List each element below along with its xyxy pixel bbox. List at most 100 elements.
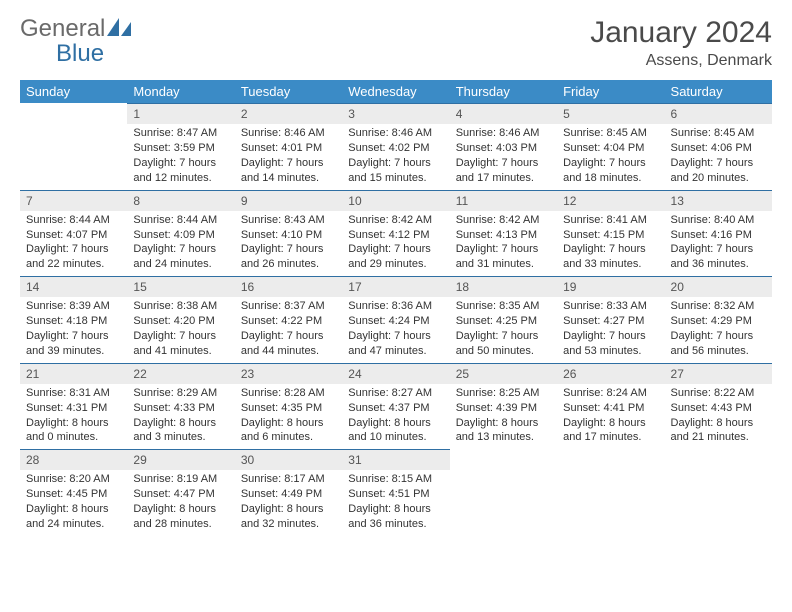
day-content: Sunrise: 8:15 AMSunset: 4:51 PMDaylight:… <box>342 470 449 535</box>
brand-sail-icon <box>107 16 131 41</box>
day-content: Sunrise: 8:42 AMSunset: 4:13 PMDaylight:… <box>450 211 557 276</box>
calendar-header-row: SundayMondayTuesdayWednesdayThursdayFrid… <box>20 80 772 103</box>
day-content: Sunrise: 8:40 AMSunset: 4:16 PMDaylight:… <box>665 211 772 276</box>
day-content: Sunrise: 8:20 AMSunset: 4:45 PMDaylight:… <box>20 470 127 535</box>
day-number: 15 <box>127 276 234 297</box>
day-content: Sunrise: 8:46 AMSunset: 4:03 PMDaylight:… <box>450 124 557 189</box>
day-content: Sunrise: 8:37 AMSunset: 4:22 PMDaylight:… <box>235 297 342 362</box>
calendar-cell: 1Sunrise: 8:47 AMSunset: 3:59 PMDaylight… <box>127 103 234 190</box>
day-number: 20 <box>665 276 772 297</box>
day-content: Sunrise: 8:29 AMSunset: 4:33 PMDaylight:… <box>127 384 234 449</box>
day-number: 2 <box>235 103 342 124</box>
day-number: 22 <box>127 363 234 384</box>
day-content: Sunrise: 8:44 AMSunset: 4:09 PMDaylight:… <box>127 211 234 276</box>
calendar-cell: 9Sunrise: 8:43 AMSunset: 4:10 PMDaylight… <box>235 190 342 277</box>
calendar-cell: 31Sunrise: 8:15 AMSunset: 4:51 PMDayligh… <box>342 449 449 536</box>
day-number: 11 <box>450 190 557 211</box>
day-content: Sunrise: 8:46 AMSunset: 4:01 PMDaylight:… <box>235 124 342 189</box>
calendar-cell: 22Sunrise: 8:29 AMSunset: 4:33 PMDayligh… <box>127 363 234 450</box>
weekday-header: Sunday <box>20 80 127 103</box>
day-number: 18 <box>450 276 557 297</box>
day-content: Sunrise: 8:28 AMSunset: 4:35 PMDaylight:… <box>235 384 342 449</box>
weekday-header: Friday <box>557 80 664 103</box>
calendar-cell: 2Sunrise: 8:46 AMSunset: 4:01 PMDaylight… <box>235 103 342 190</box>
day-content: Sunrise: 8:43 AMSunset: 4:10 PMDaylight:… <box>235 211 342 276</box>
day-number: 31 <box>342 449 449 470</box>
day-number: 8 <box>127 190 234 211</box>
day-content: Sunrise: 8:39 AMSunset: 4:18 PMDaylight:… <box>20 297 127 362</box>
day-number: 7 <box>20 190 127 211</box>
day-content: Sunrise: 8:47 AMSunset: 3:59 PMDaylight:… <box>127 124 234 189</box>
day-content: Sunrise: 8:42 AMSunset: 4:12 PMDaylight:… <box>342 211 449 276</box>
calendar-cell: 18Sunrise: 8:35 AMSunset: 4:25 PMDayligh… <box>450 276 557 363</box>
day-content: Sunrise: 8:36 AMSunset: 4:24 PMDaylight:… <box>342 297 449 362</box>
day-content: Sunrise: 8:44 AMSunset: 4:07 PMDaylight:… <box>20 211 127 276</box>
calendar-cell: 10Sunrise: 8:42 AMSunset: 4:12 PMDayligh… <box>342 190 449 277</box>
weekday-header: Tuesday <box>235 80 342 103</box>
calendar-cell: 20Sunrise: 8:32 AMSunset: 4:29 PMDayligh… <box>665 276 772 363</box>
day-number: 24 <box>342 363 449 384</box>
day-content: Sunrise: 8:17 AMSunset: 4:49 PMDaylight:… <box>235 470 342 535</box>
day-number: 26 <box>557 363 664 384</box>
day-content: Sunrise: 8:38 AMSunset: 4:20 PMDaylight:… <box>127 297 234 362</box>
day-content: Sunrise: 8:27 AMSunset: 4:37 PMDaylight:… <box>342 384 449 449</box>
page-header: GeneralBlue January 2024 Assens, Denmark <box>20 16 772 70</box>
day-number: 5 <box>557 103 664 124</box>
day-number: 16 <box>235 276 342 297</box>
calendar-cell: 26Sunrise: 8:24 AMSunset: 4:41 PMDayligh… <box>557 363 664 450</box>
month-title: January 2024 <box>590 16 772 50</box>
calendar-cell: 24Sunrise: 8:27 AMSunset: 4:37 PMDayligh… <box>342 363 449 450</box>
calendar-cell: 14Sunrise: 8:39 AMSunset: 4:18 PMDayligh… <box>20 276 127 363</box>
weekday-header: Wednesday <box>342 80 449 103</box>
calendar-cell: 11Sunrise: 8:42 AMSunset: 4:13 PMDayligh… <box>450 190 557 277</box>
calendar-body: .1Sunrise: 8:47 AMSunset: 3:59 PMDayligh… <box>20 103 772 536</box>
brand-logo: GeneralBlue <box>20 16 131 66</box>
day-content: Sunrise: 8:22 AMSunset: 4:43 PMDaylight:… <box>665 384 772 449</box>
day-number: 28 <box>20 449 127 470</box>
calendar-cell-empty <box>450 449 557 536</box>
day-number: 23 <box>235 363 342 384</box>
calendar-cell: 4Sunrise: 8:46 AMSunset: 4:03 PMDaylight… <box>450 103 557 190</box>
day-content: Sunrise: 8:41 AMSunset: 4:15 PMDaylight:… <box>557 211 664 276</box>
day-number: 4 <box>450 103 557 124</box>
day-number: 21 <box>20 363 127 384</box>
calendar-cell: 12Sunrise: 8:41 AMSunset: 4:15 PMDayligh… <box>557 190 664 277</box>
day-content: Sunrise: 8:33 AMSunset: 4:27 PMDaylight:… <box>557 297 664 362</box>
day-number: 27 <box>665 363 772 384</box>
calendar-cell-empty <box>557 449 664 536</box>
calendar-cell: 15Sunrise: 8:38 AMSunset: 4:20 PMDayligh… <box>127 276 234 363</box>
day-content: Sunrise: 8:45 AMSunset: 4:04 PMDaylight:… <box>557 124 664 189</box>
calendar-cell: 6Sunrise: 8:45 AMSunset: 4:06 PMDaylight… <box>665 103 772 190</box>
day-content: Sunrise: 8:31 AMSunset: 4:31 PMDaylight:… <box>20 384 127 449</box>
calendar-cell: 25Sunrise: 8:25 AMSunset: 4:39 PMDayligh… <box>450 363 557 450</box>
weekday-header: Thursday <box>450 80 557 103</box>
day-content: Sunrise: 8:45 AMSunset: 4:06 PMDaylight:… <box>665 124 772 189</box>
title-block: January 2024 Assens, Denmark <box>590 16 772 70</box>
calendar-cell-empty <box>665 449 772 536</box>
calendar-cell: 21Sunrise: 8:31 AMSunset: 4:31 PMDayligh… <box>20 363 127 450</box>
day-number: 17 <box>342 276 449 297</box>
calendar-cell: 13Sunrise: 8:40 AMSunset: 4:16 PMDayligh… <box>665 190 772 277</box>
day-content: Sunrise: 8:32 AMSunset: 4:29 PMDaylight:… <box>665 297 772 362</box>
day-content: Sunrise: 8:25 AMSunset: 4:39 PMDaylight:… <box>450 384 557 449</box>
day-number: 12 <box>557 190 664 211</box>
calendar-cell-empty: . <box>20 103 127 190</box>
calendar-cell: 23Sunrise: 8:28 AMSunset: 4:35 PMDayligh… <box>235 363 342 450</box>
calendar-cell: 27Sunrise: 8:22 AMSunset: 4:43 PMDayligh… <box>665 363 772 450</box>
weekday-header: Saturday <box>665 80 772 103</box>
day-number: 13 <box>665 190 772 211</box>
calendar-cell: 5Sunrise: 8:45 AMSunset: 4:04 PMDaylight… <box>557 103 664 190</box>
calendar-cell: 3Sunrise: 8:46 AMSunset: 4:02 PMDaylight… <box>342 103 449 190</box>
day-number: 30 <box>235 449 342 470</box>
calendar-cell: 29Sunrise: 8:19 AMSunset: 4:47 PMDayligh… <box>127 449 234 536</box>
calendar-cell: 7Sunrise: 8:44 AMSunset: 4:07 PMDaylight… <box>20 190 127 277</box>
calendar-cell: 19Sunrise: 8:33 AMSunset: 4:27 PMDayligh… <box>557 276 664 363</box>
day-number: 25 <box>450 363 557 384</box>
day-number: 6 <box>665 103 772 124</box>
brand-part1: General <box>20 15 105 42</box>
day-content: Sunrise: 8:19 AMSunset: 4:47 PMDaylight:… <box>127 470 234 535</box>
day-number: 10 <box>342 190 449 211</box>
calendar-table: SundayMondayTuesdayWednesdayThursdayFrid… <box>20 80 772 536</box>
weekday-header: Monday <box>127 80 234 103</box>
day-content: Sunrise: 8:35 AMSunset: 4:25 PMDaylight:… <box>450 297 557 362</box>
